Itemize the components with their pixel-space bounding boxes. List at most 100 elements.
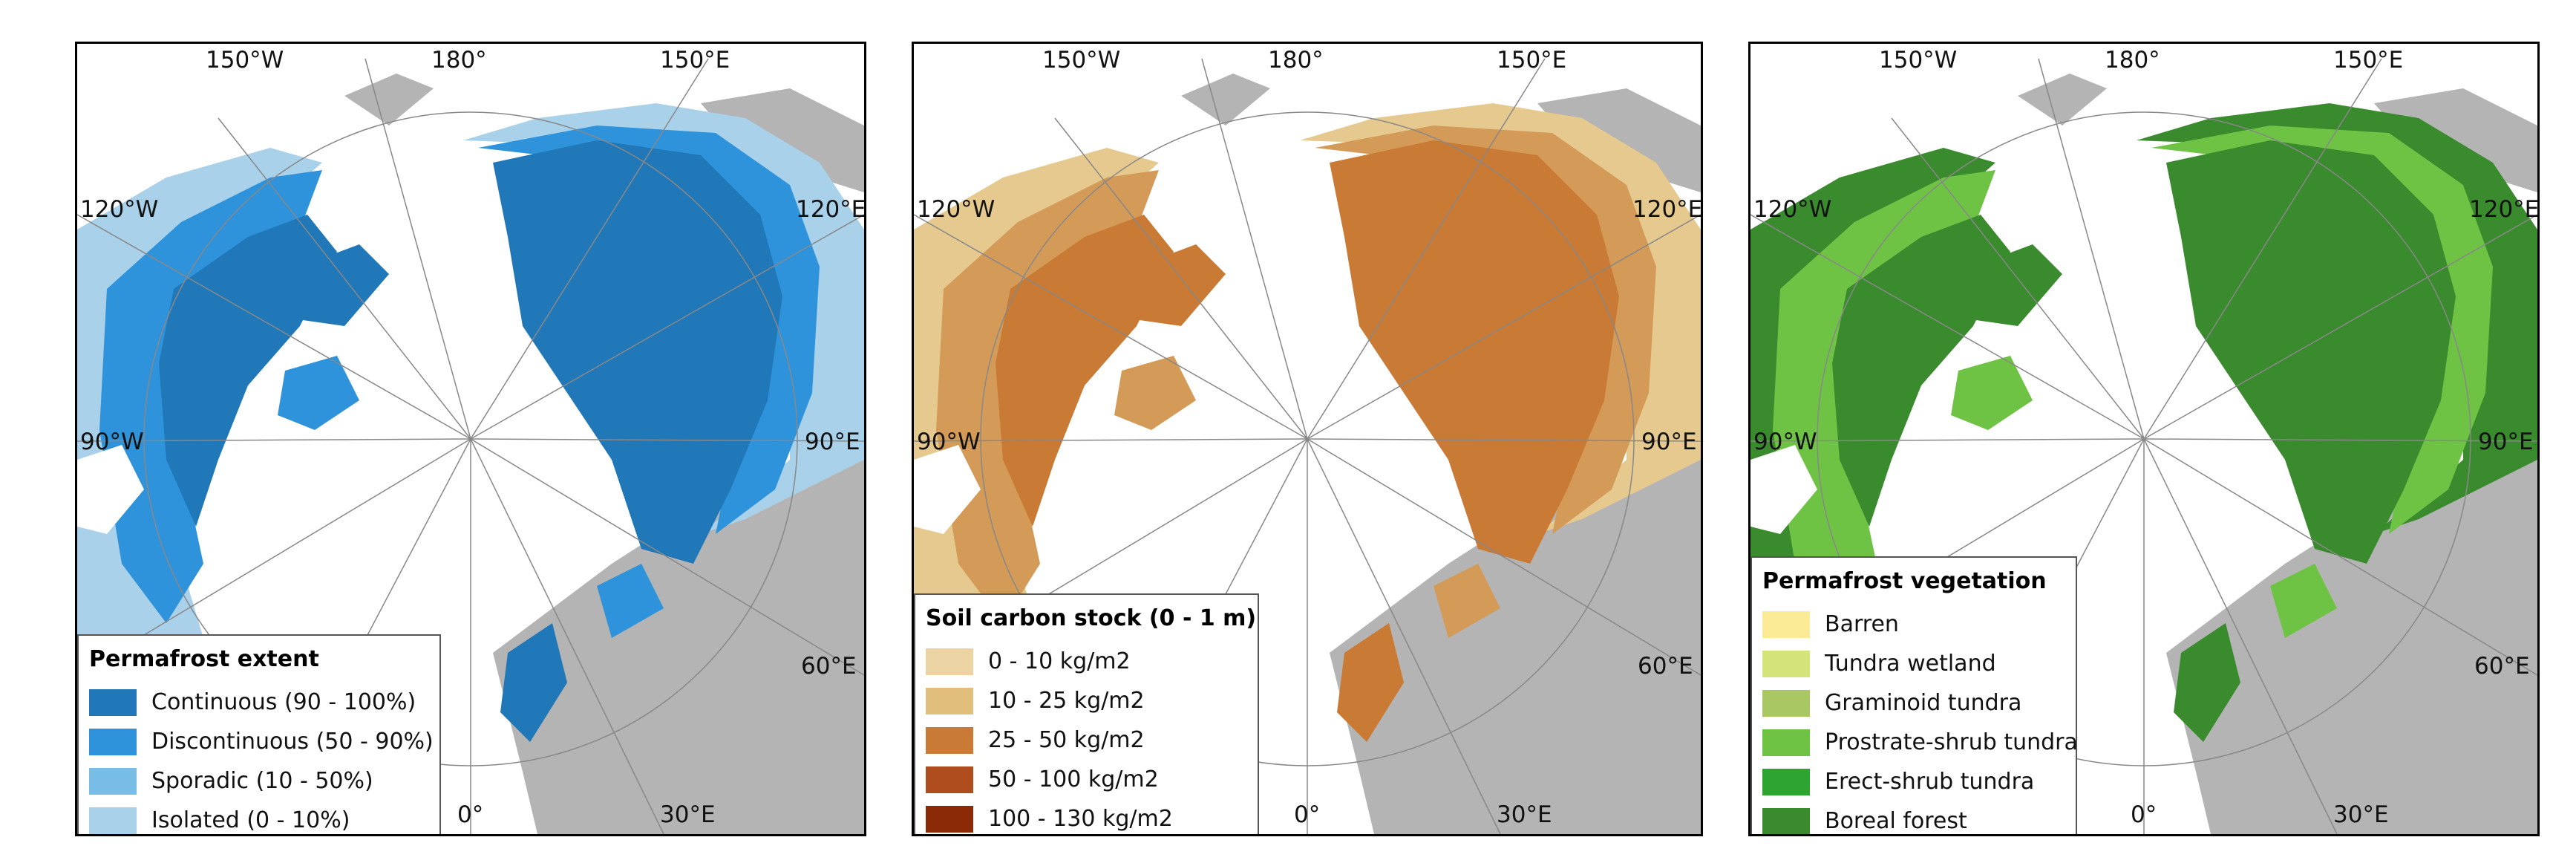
label-180: 180°	[2105, 47, 2160, 74]
legend-item: Continuous (90 - 100%)	[89, 683, 428, 722]
land-region	[2270, 564, 2337, 638]
legend-swatch	[89, 807, 137, 834]
legend-title: Soil carbon stock (0 - 1 m)	[926, 605, 1257, 631]
legend-label: Barren	[1825, 611, 1899, 637]
legend-item: Sporadic (10 - 50%)	[89, 761, 428, 801]
legend-label: 10 - 25 kg/m2	[988, 688, 1145, 714]
label-120w: 120°W	[1753, 196, 1832, 223]
legend-label: Erect-shrub tundra	[1825, 769, 2035, 795]
map-legend: Permafrost extent Continuous (90 - 100%)…	[77, 634, 441, 834]
legend-item: Isolated (0 - 10%)	[89, 801, 428, 834]
legend-item: Boreal forest	[1762, 801, 2064, 834]
legend-label: Graminoid tundra	[1825, 690, 2022, 716]
legend-item: 25 - 50 kg/m2	[926, 720, 1246, 760]
graticule-meridian	[2143, 438, 2537, 676]
label-0: 0°	[457, 801, 484, 828]
legend-swatch	[1762, 650, 1810, 677]
legend-swatch	[1762, 768, 1810, 795]
legend-item: 0 - 10 kg/m2	[926, 642, 1246, 681]
graticule-meridian	[470, 438, 664, 834]
land-region	[597, 564, 664, 638]
map-canvas	[1750, 58, 2537, 834]
graticule-meridian	[1307, 214, 1701, 440]
permafrost-vegetation-map: 150°W 180° 150°E 120°W 120°E 90°W 90°E 6…	[1748, 42, 2540, 836]
label-90w: 90°W	[80, 429, 144, 455]
land-region	[1773, 170, 1995, 623]
water-region	[77, 445, 144, 534]
legend-item: Discontinuous (50 - 90%)	[89, 722, 434, 761]
label-180: 180°	[431, 47, 487, 74]
legend-swatch	[89, 767, 137, 795]
legend-label: 100 - 130 kg/m2	[988, 806, 1173, 832]
land-region	[278, 356, 359, 430]
legend-title: Permafrost vegetation	[1762, 568, 2047, 594]
legend-label: Boreal forest	[1825, 808, 1967, 834]
graticule-meridian	[1307, 438, 1701, 442]
legend-label: Tundra wetland	[1825, 651, 1996, 677]
legend-swatch	[1762, 689, 1810, 717]
graticule-meridian	[2143, 438, 2537, 442]
land-region	[1337, 623, 1404, 742]
legend-item: Barren	[1762, 605, 2064, 644]
land-region	[2174, 623, 2240, 742]
legend-swatch	[926, 687, 973, 714]
land-region	[1330, 140, 1619, 564]
graticule-meridian	[1307, 438, 1501, 834]
water-region	[1750, 445, 1817, 534]
graticule-meridian	[1054, 117, 1308, 440]
land-region	[1114, 356, 1196, 430]
label-60e: 60°E	[1638, 653, 1693, 680]
legend-item: Erect-shrub tundra	[1762, 762, 2064, 801]
graticule-meridian	[2143, 438, 2338, 834]
land-region	[159, 215, 337, 527]
label-180: 180°	[1268, 47, 1324, 74]
land-region	[1181, 74, 1270, 126]
permafrost-extent-map: 150°W 180° 150°E 120°W 120°E 90°W 90°E 6…	[75, 42, 866, 836]
label-150e: 150°E	[1497, 47, 1567, 74]
legend-label: Continuous (90 - 100%)	[151, 689, 416, 715]
water-region	[914, 445, 981, 534]
graticule-meridian	[1750, 214, 2145, 440]
map-canvas	[914, 58, 1701, 834]
legend-label: 0 - 10 kg/m2	[988, 648, 1131, 674]
label-90w: 90°W	[917, 429, 981, 455]
graticule-meridian	[914, 214, 1308, 440]
legend-swatch	[926, 805, 973, 833]
graticule-meridian	[914, 438, 1308, 442]
label-120w: 120°W	[80, 196, 159, 223]
land-region	[1966, 244, 2062, 326]
label-60e: 60°E	[2474, 653, 2530, 680]
legend-swatch	[926, 726, 973, 754]
label-150w: 150°W	[206, 47, 284, 74]
graticule-meridian	[2038, 58, 2145, 440]
label-120w: 120°W	[917, 196, 996, 223]
land-region	[500, 623, 567, 742]
label-90w: 90°W	[1753, 429, 1817, 455]
land-region	[344, 74, 434, 126]
legend-label: Prostrate-shrub tundra	[1825, 729, 2078, 755]
legend-item: 50 - 100 kg/m2	[926, 760, 1246, 799]
graticule-meridian	[218, 117, 471, 440]
legend-swatch	[1762, 729, 1810, 756]
soil-carbon-map: 150°W 180° 150°E 120°W 120°E 90°W 90°E 6…	[912, 42, 1703, 836]
label-30e: 30°E	[1497, 801, 1552, 828]
label-150w: 150°W	[1879, 47, 1958, 74]
label-30e: 30°E	[660, 801, 716, 828]
label-120e: 120°E	[2469, 196, 2540, 223]
legend-label: 25 - 50 kg/m2	[988, 727, 1145, 753]
land-region	[2166, 460, 2537, 834]
land-region	[996, 215, 1174, 527]
graticule-meridian	[470, 438, 864, 442]
land-region	[1129, 244, 1226, 326]
graticule-meridian	[365, 58, 471, 440]
legend-swatch	[1762, 807, 1810, 834]
legend-label: 50 - 100 kg/m2	[988, 766, 1159, 792]
label-120e: 120°E	[1632, 196, 1703, 223]
land-region	[292, 244, 389, 326]
land-region	[2166, 140, 2456, 564]
land-region	[1951, 356, 2033, 430]
legend-swatch	[926, 648, 973, 675]
legend-label: Sporadic (10 - 50%)	[151, 768, 373, 794]
graticule-meridian	[1201, 58, 1308, 440]
graticule-meridian	[2143, 214, 2537, 440]
